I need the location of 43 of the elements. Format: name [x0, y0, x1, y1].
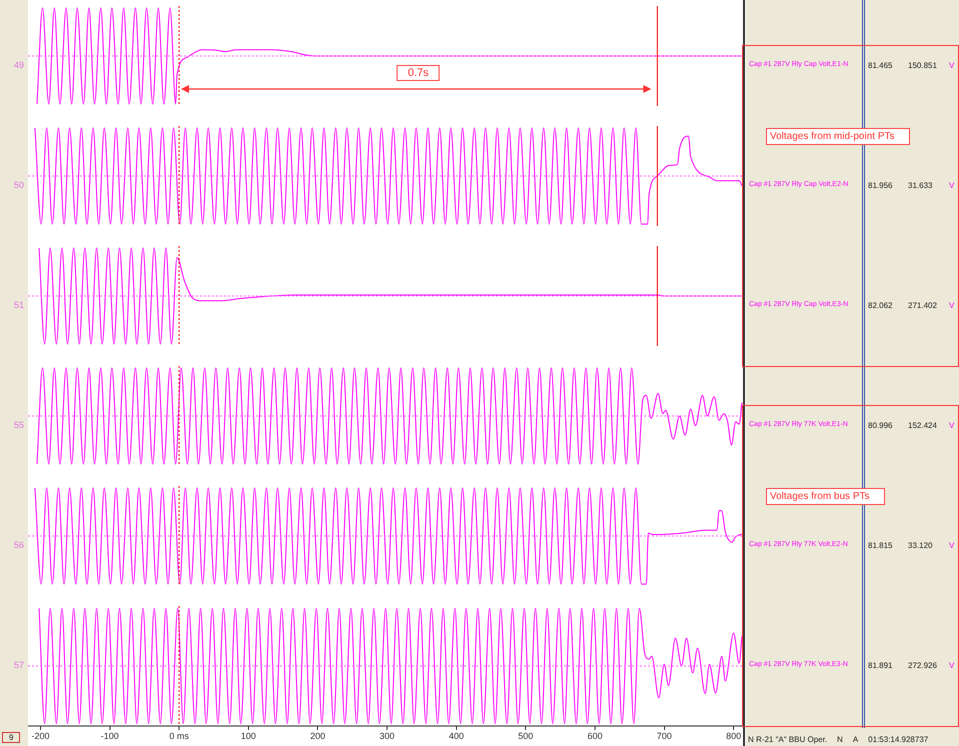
text: 33.120	[908, 541, 932, 550]
text: 82.062	[868, 301, 892, 310]
text: V	[949, 181, 954, 190]
text: V	[949, 61, 954, 70]
text: V	[949, 301, 954, 310]
x-tick-label: 200	[310, 730, 326, 741]
x-tick-label: 600	[587, 730, 602, 741]
text: V	[949, 541, 954, 550]
y-axis-title: 49	[14, 60, 24, 70]
x-tick-label: 700	[656, 730, 672, 741]
text: 31.633	[908, 181, 932, 190]
y-axis-title: 50	[14, 180, 24, 190]
x-tick-label: -100	[100, 730, 119, 741]
y-axis-title: 55	[14, 420, 24, 430]
text: 81.956	[868, 181, 892, 190]
text: 150.851	[908, 61, 937, 70]
text: V	[949, 661, 954, 670]
text: A	[852, 735, 858, 744]
annotation: 0.7s	[396, 65, 440, 81]
y-axis-title: 56	[14, 540, 24, 550]
x-tick-label: -200	[31, 730, 50, 741]
x-tick-label: 0 ms	[169, 730, 190, 741]
text: N R-21 "A" BBU Oper.	[748, 735, 828, 744]
x-tick-label: 500	[518, 730, 534, 741]
text: 81.465	[868, 61, 892, 70]
text: N	[837, 735, 843, 744]
text: 81.891	[868, 661, 892, 670]
text: 81.815	[868, 541, 892, 550]
text: 01:53:14.928737	[868, 735, 928, 744]
text: Voltages from bus PTs	[766, 488, 884, 505]
x-tick-label: 100	[240, 730, 256, 741]
text: 152.424	[908, 421, 937, 430]
text: 9	[2, 732, 20, 743]
text: 271.402	[908, 301, 937, 310]
text: 272.926	[908, 661, 937, 670]
x-tick-label: 300	[380, 730, 395, 741]
text: V	[949, 421, 954, 430]
text: Voltages from mid-point PTs	[766, 128, 910, 145]
x-tick-label: 800	[726, 730, 742, 741]
y-axis-title: 51	[14, 300, 24, 310]
text: 80.996	[868, 421, 892, 430]
x-tick-label: 400	[448, 730, 464, 741]
y-axis-title: 57	[14, 660, 24, 670]
